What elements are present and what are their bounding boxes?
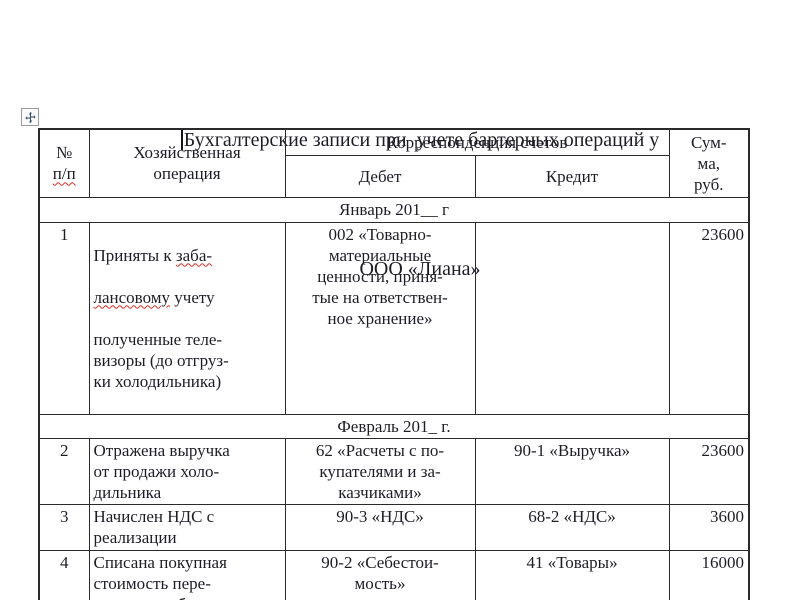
header-operation: Хозяйственная операция: [88, 128, 286, 198]
misspelled-word: лансовому: [93, 287, 171, 307]
operation-lines-rest: полученные теле- визоры (до отгруз- ки х…: [93, 329, 229, 391]
cell-sum: 3600: [668, 503, 750, 551]
cell-sum: 23600: [668, 221, 750, 415]
table-row-1: 1 Приняты к заба- лансовому учету получе…: [38, 221, 750, 415]
cell-operation: Начислен НДС с реализации: [88, 503, 286, 551]
header-sum: Сум- ма, руб.: [668, 128, 750, 198]
cell-num: 3: [38, 503, 90, 551]
table-move-handle[interactable]: [21, 108, 39, 126]
cell-debit: 002 «Товарно- материальные ценности, при…: [284, 221, 476, 415]
section-row-february: Февраль 201_ г.: [38, 413, 750, 439]
header-correspondence: Корреспонденция счетов: [284, 128, 670, 156]
section-label: Январь 201__ г: [38, 196, 750, 223]
operation-line: Приняты к заба-: [93, 245, 213, 265]
operation-line: лансовому учету: [93, 287, 215, 307]
cell-operation: Списана покупная стоимость пере- данного…: [88, 549, 286, 600]
cell-debit: 90-3 «НДС»: [284, 503, 476, 551]
cell-sum: 23600: [668, 437, 750, 505]
cell-debit: 90-2 «Себестои- мость»: [284, 549, 476, 600]
cell-debit: 62 «Расчеты с по- купателями и за- казчи…: [284, 437, 476, 505]
table-row-2: 2 Отражена выручка от продажи холо- диль…: [38, 437, 750, 505]
table-row-3: 3 Начислен НДС с реализации 90-3 «НДС» 6…: [38, 503, 750, 551]
header-credit: Кредит: [474, 154, 670, 198]
cell-num: 4: [38, 549, 90, 600]
header-debit: Дебет: [284, 154, 476, 198]
section-label: Февраль 201_ г.: [38, 413, 750, 439]
table-row-4: 4 Списана покупная стоимость пере- данно…: [38, 549, 750, 600]
header-num-line1: №: [56, 143, 73, 163]
move-cross-icon: [24, 111, 36, 123]
table-header-row-sub: Дебет Кредит: [39, 154, 749, 198]
cell-sum: 16000: [668, 549, 750, 600]
cell-num: 2: [38, 437, 90, 505]
table-header-row-top: № п/п Хозяйственная операция Корреспонде…: [38, 128, 750, 198]
misspelled-word: заба-: [175, 245, 213, 265]
section-row-january: Январь 201__ г: [38, 196, 750, 223]
cell-credit: [474, 221, 670, 415]
header-num-line2: п/п: [52, 164, 76, 184]
cell-credit: 90-1 «Выручка»: [474, 437, 670, 505]
accounting-table: № п/п Хозяйственная операция Корреспонде…: [38, 128, 751, 600]
cell-credit: 68-2 «НДС»: [474, 503, 670, 551]
header-num: № п/п: [38, 128, 90, 198]
cell-operation: Приняты к заба- лансовому учету полученн…: [88, 221, 286, 415]
cell-num: 1: [38, 221, 90, 415]
cell-credit: 41 «Товары»: [474, 549, 670, 600]
cell-operation: Отражена выручка от продажи холо- дильни…: [88, 437, 286, 505]
